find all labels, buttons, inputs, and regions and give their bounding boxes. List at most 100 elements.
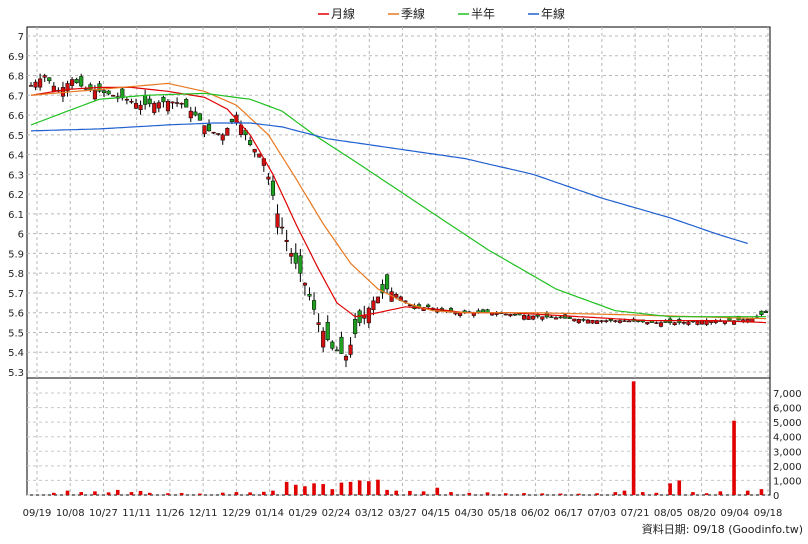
- candle: [179, 102, 184, 109]
- candle-body: [28, 85, 34, 87]
- volume-bar: [668, 483, 672, 495]
- candle: [512, 313, 517, 317]
- candle: [339, 331, 344, 354]
- candle-body: [339, 336, 344, 354]
- candle-body: [33, 81, 38, 88]
- x-tick-label: 09/04: [720, 508, 749, 519]
- candle-body: [595, 320, 600, 324]
- candle-body: [503, 313, 508, 316]
- volume-axis: 0 1,000 2,000 3,000 4,000 5,000 6,000 7,000: [27, 389, 802, 502]
- candle-body: [92, 90, 97, 100]
- candle: [307, 287, 312, 301]
- candle-body: [366, 307, 371, 324]
- x-tick-label: 10/27: [89, 508, 118, 519]
- candle: [645, 322, 650, 326]
- volume-bar: [367, 481, 371, 495]
- legend-label: 季線: [401, 6, 425, 21]
- volume-tick-label: 1,000: [773, 476, 802, 487]
- candle-body: [38, 78, 43, 88]
- x-tick-label: 02/24: [322, 508, 351, 519]
- x-tick-label: 04/30: [455, 508, 484, 519]
- volume-bar: [640, 492, 645, 495]
- candle: [613, 320, 618, 323]
- candle-body: [334, 349, 339, 352]
- volume-bar: [385, 489, 389, 495]
- candle-body: [681, 322, 686, 324]
- volume-bar: [577, 493, 581, 495]
- x-tick-label: 01/29: [288, 508, 317, 519]
- candle: [156, 100, 161, 113]
- price-tick-label: 6.5: [8, 131, 24, 142]
- x-tick-label: 03/12: [355, 508, 384, 519]
- price-tick-label: 6.8: [8, 72, 24, 83]
- volume-tick-label: 2,000: [773, 462, 802, 473]
- candle: [152, 101, 157, 115]
- candle-body: [654, 322, 659, 324]
- candle: [311, 292, 317, 315]
- candle-body: [51, 85, 56, 92]
- candle-body: [371, 300, 376, 310]
- candle-body: [540, 316, 545, 320]
- volume-bar: [179, 492, 184, 495]
- volume-bar: [485, 492, 490, 495]
- candle: [252, 148, 257, 158]
- candle-body: [47, 77, 52, 82]
- candle: [672, 321, 677, 326]
- candle: [380, 279, 385, 299]
- candle: [170, 101, 175, 109]
- candle-body: [120, 88, 125, 99]
- candle-body: [704, 320, 709, 325]
- candle: [106, 90, 111, 96]
- candle: [302, 282, 307, 296]
- candle: [763, 309, 769, 313]
- candle-body: [270, 180, 276, 196]
- candle-body: [321, 330, 326, 348]
- candle: [658, 320, 664, 328]
- volume-bar: [248, 492, 252, 495]
- candle: [385, 273, 390, 294]
- candle: [531, 315, 536, 321]
- volume-bar: [421, 491, 426, 495]
- candle: [585, 319, 591, 324]
- candle-body: [658, 322, 664, 327]
- candle-body: [70, 79, 75, 86]
- x-tick-label: 08/20: [687, 508, 716, 519]
- volume-bar: [138, 490, 143, 495]
- candle: [553, 316, 559, 320]
- candle-body: [161, 96, 166, 103]
- volume-bar: [622, 490, 627, 495]
- candle-body: [759, 310, 764, 315]
- candle-body: [394, 294, 399, 298]
- candle-body: [567, 316, 572, 319]
- candle-body: [184, 99, 189, 108]
- volume-bar: [339, 482, 344, 495]
- volume-bar: [321, 484, 325, 495]
- volume-bar: [677, 480, 682, 495]
- candle-body: [65, 83, 70, 92]
- candle-body: [266, 176, 271, 180]
- candle: [325, 315, 330, 342]
- data-date-footer: 資料日期: 09/18 (Goodinfo.tw): [642, 522, 803, 536]
- candle: [494, 311, 499, 317]
- price-tick-label: 7: [18, 32, 24, 43]
- candle-body: [453, 312, 458, 315]
- volume-bar: [93, 491, 97, 495]
- candle: [211, 131, 216, 134]
- candle-body: [535, 314, 540, 317]
- volume-bar: [330, 489, 335, 495]
- candle-body: [311, 300, 317, 310]
- volume-bar: [303, 486, 307, 495]
- candle-body: [202, 125, 207, 135]
- candle-body: [613, 320, 618, 322]
- candle: [595, 319, 600, 324]
- candle: [225, 127, 230, 136]
- candle: [79, 73, 84, 88]
- candle-body: [79, 76, 84, 87]
- ma-line-月線: [30, 86, 767, 324]
- candle-body: [206, 124, 212, 132]
- candle: [111, 94, 116, 97]
- candle-body: [124, 98, 129, 101]
- candle: [202, 125, 207, 138]
- candle: [220, 133, 225, 145]
- candle-body: [284, 239, 289, 242]
